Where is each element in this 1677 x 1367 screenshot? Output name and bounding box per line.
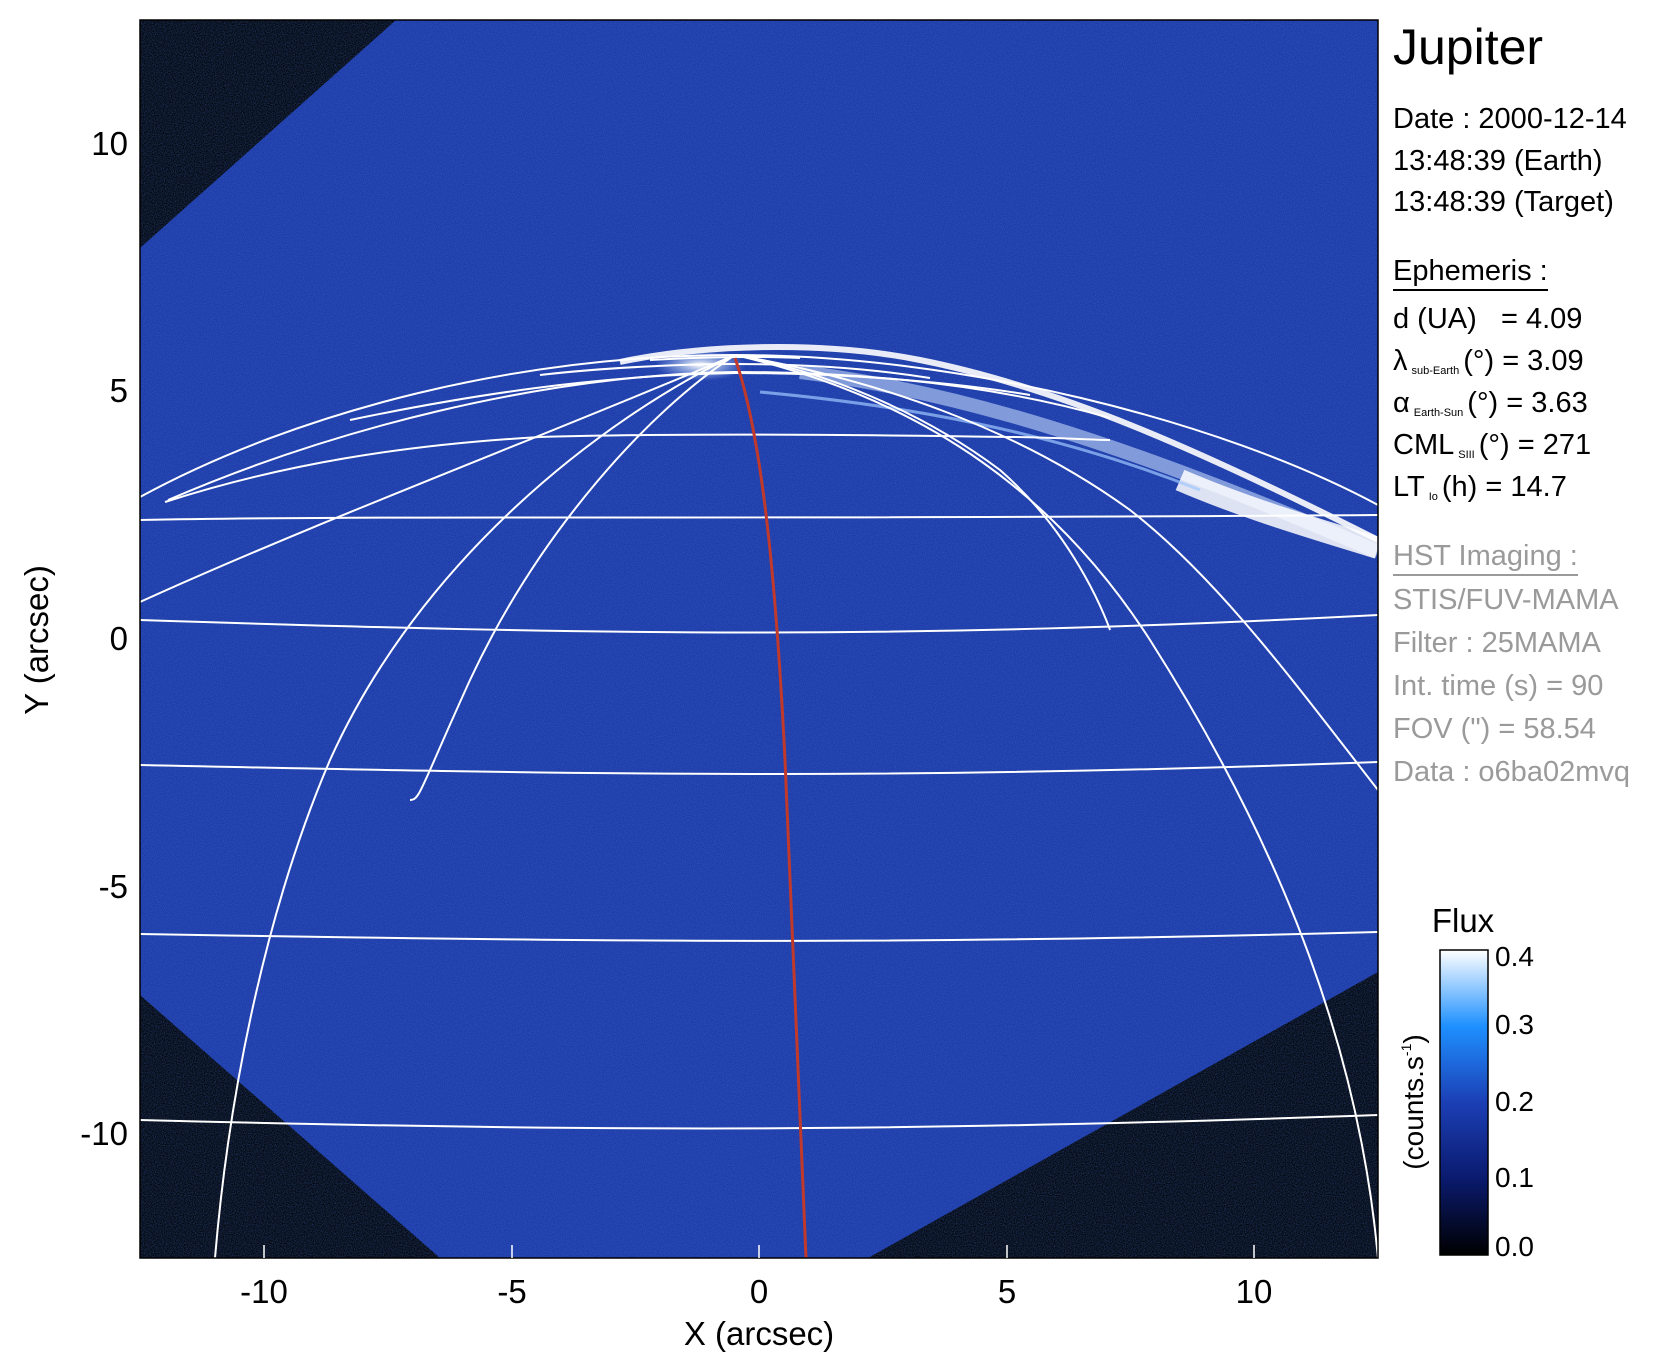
y-tick-label: 10 [91,125,128,162]
cml-unit: (°) [1478,429,1510,461]
colorbar-tick-label: 0.3 [1495,1009,1534,1040]
ephemeris-heading: Ephemeris : [1393,255,1548,291]
x-axis-label: X (arcsec) [684,1315,834,1352]
colorbar-tick-label: 0.1 [1495,1162,1534,1193]
ephemeris-cml: CML SIII (°) = 271 [1393,429,1591,462]
distance-value: = 4.09 [1500,303,1583,335]
time-earth: 13:48:39 (Earth) [1393,145,1603,177]
y-tick-label: -5 [99,868,128,905]
io-footprint-line [733,357,808,1258]
colorbar-gradient [1439,949,1489,1256]
x-tick-marks [263,1245,1255,1258]
y-tick-label: -10 [80,1115,128,1152]
ephemeris-distance: d (UA) = 4.09 [1393,303,1582,336]
hst-instrument: STIS/FUV-MAMA [1393,584,1619,616]
colorbar-tick-label: 0.0 [1495,1231,1534,1262]
x-tick-label: 0 [750,1273,768,1310]
lt-unit: (h) [1441,471,1478,503]
planet-title: Jupiter [1393,19,1544,75]
hst-heading: HST Imaging : [1393,540,1578,576]
lat-lon-grid [140,353,1378,1258]
hst-fov: FOV (") = 58.54 [1393,713,1596,745]
cml-symbol: CML [1393,429,1455,461]
cml-value: = 271 [1517,429,1592,461]
ephemeris-lambda: λ sub-Earth (°) = 3.09 [1393,345,1584,378]
lt-value: = 14.7 [1485,471,1567,503]
lt-symbol: LT [1393,471,1425,503]
y-tick-label: 0 [110,620,128,657]
colorbar-tick-label: 0.4 [1495,941,1534,972]
alpha-subscript: Earth-Sun [1413,407,1464,419]
ephemeris-lt: LT Io (h) = 14.7 [1393,471,1567,504]
ephemeris-alpha: α Earth-Sun (°) = 3.63 [1393,387,1588,420]
hst-heading-text: HST Imaging : [1393,540,1578,576]
cml-subscript: SIII [1458,449,1475,461]
alpha-symbol: α [1393,387,1410,419]
x-tick-label: -10 [240,1273,288,1310]
x-tick-label: -5 [497,1273,526,1310]
hst-filter: Filter : 25MAMA [1393,627,1601,659]
x-tick-label: 5 [998,1273,1016,1310]
hst-data-id: Data : o6ba02mvq [1393,756,1630,788]
x-tick-label: 10 [1236,1273,1273,1310]
hst-int-time: Int. time (s) = 90 [1393,670,1604,702]
lambda-value: = 3.09 [1502,345,1584,377]
lambda-symbol: λ [1393,345,1408,377]
date-label: Date : 2000-12-14 [1393,103,1627,135]
lambda-subscript: sub-Earth [1411,365,1460,377]
lambda-unit: (°) [1463,345,1495,377]
ephemeris-heading-text: Ephemeris : [1393,255,1548,291]
time-target: 13:48:39 (Target) [1393,186,1614,218]
detector-image [140,20,1378,1258]
y-axis-label: Y (arcsec) [18,565,55,715]
alpha-unit: (°) [1467,387,1499,419]
distance-label: d (UA) [1393,303,1477,335]
alpha-value: = 3.63 [1506,387,1588,419]
colorbar-unit-label: (counts.s-1) [1398,1034,1429,1169]
colorbar: Flux 0.4 0.3 0.2 0.1 0.0 (counts.s-1) [1398,902,1534,1262]
auroral-oval [619,344,1378,559]
lt-subscript: Io [1428,491,1438,503]
y-tick-label: 5 [110,372,128,409]
colorbar-title: Flux [1432,902,1495,939]
colorbar-tick-label: 0.2 [1495,1086,1534,1117]
